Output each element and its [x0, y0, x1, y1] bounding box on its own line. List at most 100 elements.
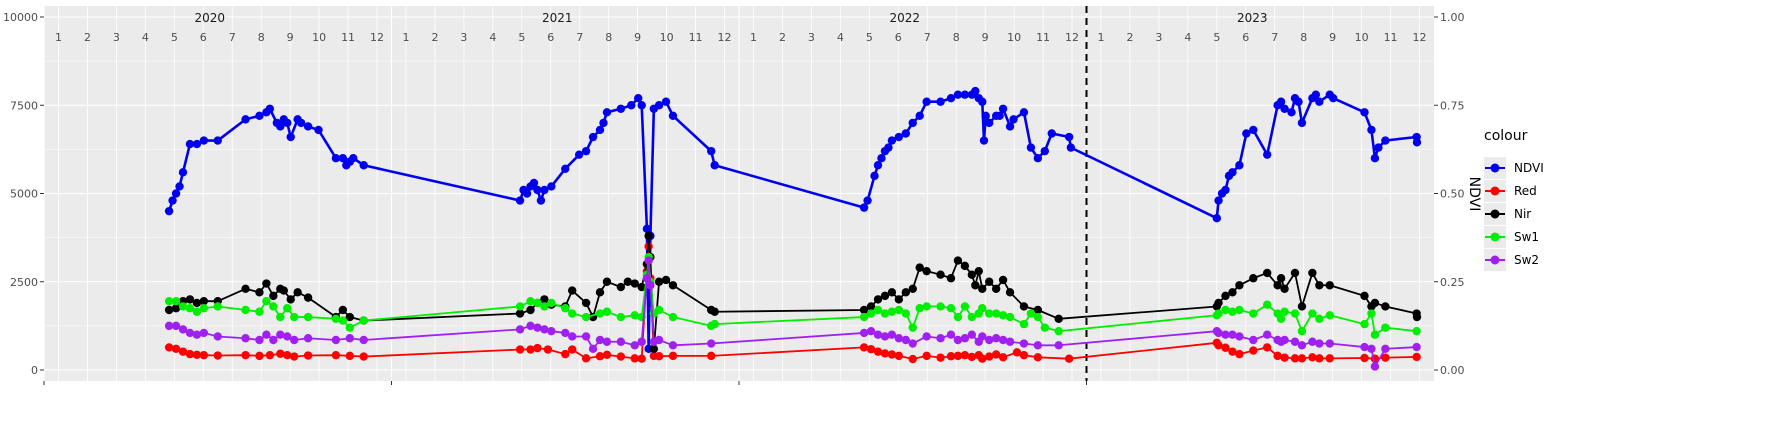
data-point-sw2 — [178, 325, 188, 334]
data-point-ndvi — [884, 143, 893, 152]
data-point-ndvi — [877, 154, 886, 163]
data-point-nir — [192, 298, 202, 308]
data-point-red — [255, 351, 264, 361]
data-series — [164, 86, 1422, 371]
data-point-sw1 — [1263, 300, 1272, 309]
legend-label-sw2: Sw2 — [1514, 253, 1539, 267]
data-point-red — [654, 352, 664, 361]
data-point-red — [991, 350, 1001, 359]
data-point-nir — [922, 266, 931, 276]
month-tick-label: 3 — [1155, 31, 1162, 44]
data-point-ndvi — [331, 154, 341, 163]
data-point-sw1 — [1228, 307, 1237, 316]
data-point-sw2 — [283, 332, 292, 341]
data-point-ndvi — [581, 146, 591, 156]
data-point-nir — [644, 231, 653, 241]
data-point-ndvi — [185, 139, 195, 149]
month-tick-label: 12 — [1413, 31, 1427, 44]
data-point-red — [1012, 348, 1022, 357]
data-point-red — [568, 345, 577, 354]
data-point-nir — [568, 286, 577, 295]
month-tick-label: 7 — [229, 31, 236, 44]
data-point-sw2 — [707, 339, 716, 348]
data-point-ndvi — [915, 111, 924, 121]
data-point-sw2 — [303, 334, 313, 343]
data-point-ndvi — [536, 196, 546, 205]
data-point-sw1 — [526, 296, 535, 306]
data-point-red — [303, 351, 313, 360]
data-point-sw2 — [331, 335, 341, 345]
data-point-red — [276, 349, 285, 358]
data-point-ndvi — [265, 104, 275, 113]
month-tick-label: 8 — [605, 31, 612, 44]
month-tick-label: 10 — [312, 31, 326, 44]
data-point-nir — [602, 277, 612, 286]
data-point-red — [533, 343, 542, 353]
data-point-sw1 — [915, 304, 924, 313]
data-point-ndvi — [1019, 108, 1029, 117]
data-point-sw2 — [533, 323, 542, 332]
month-tick-label: 7 — [576, 31, 583, 44]
data-point-sw2 — [1054, 341, 1063, 350]
data-point-red — [526, 345, 535, 354]
data-point-ndvi — [936, 97, 945, 106]
data-point-sw1 — [1214, 309, 1223, 318]
data-point-sw2 — [241, 334, 250, 343]
data-point-ndvi — [627, 101, 636, 110]
data-point-nir — [1308, 268, 1317, 278]
data-point-ndvi — [1005, 122, 1015, 131]
y-right-tick-label: 0.00 — [1440, 364, 1465, 377]
data-point-sw2 — [185, 328, 195, 338]
data-point-sw1 — [533, 298, 542, 308]
data-point-ndvi — [873, 161, 883, 170]
legend-label-sw1: Sw1 — [1514, 230, 1539, 244]
data-point-red — [199, 350, 209, 360]
data-point-sw2 — [936, 334, 945, 343]
data-point-nir — [985, 277, 994, 286]
month-tick-label: 2 — [431, 31, 438, 44]
data-point-sw1 — [1308, 309, 1317, 318]
data-point-nir — [279, 286, 288, 295]
data-point-red — [1280, 353, 1289, 362]
data-point-sw2 — [561, 328, 570, 338]
data-point-nir — [1360, 291, 1369, 301]
data-point-nir — [1263, 268, 1272, 278]
data-point-sw1 — [213, 302, 222, 311]
data-point-sw1 — [967, 312, 977, 322]
data-point-nir — [171, 304, 181, 313]
data-point-sw1 — [1019, 319, 1029, 329]
data-point-sw1 — [873, 305, 883, 315]
data-point-sw1 — [1276, 314, 1286, 324]
data-point-ndvi — [241, 115, 250, 124]
data-point-sw2 — [1381, 344, 1390, 354]
data-point-ndvi — [1064, 132, 1074, 142]
data-point-sw2 — [602, 337, 612, 346]
data-point-sw1 — [908, 323, 917, 332]
legend-key-point — [1490, 186, 1500, 196]
data-point-red — [998, 353, 1008, 362]
data-point-ndvi — [595, 125, 605, 135]
legend-key-point — [1490, 209, 1500, 219]
data-point-sw1 — [991, 309, 1001, 318]
month-tick-label: 10 — [660, 31, 674, 44]
month-tick-label: 8 — [1300, 31, 1307, 44]
data-point-sw2 — [866, 326, 876, 336]
data-point-sw2 — [642, 274, 652, 283]
data-point-nir — [1381, 302, 1390, 311]
data-point-nir — [998, 275, 1008, 285]
month-tick-label: 12 — [1065, 31, 1079, 44]
data-point-red — [345, 351, 354, 361]
data-point-sw1 — [1249, 309, 1258, 318]
data-point-nir — [1273, 281, 1282, 290]
data-point-ndvi — [637, 101, 646, 110]
year-label: 2020 — [194, 11, 225, 25]
data-point-sw1 — [171, 296, 181, 306]
data-point-sw1 — [331, 314, 341, 324]
data-point-ndvi — [668, 111, 678, 121]
data-point-sw2 — [1367, 344, 1376, 354]
data-point-ndvi — [946, 93, 956, 103]
data-point-nir — [894, 295, 904, 304]
month-tick-label: 8 — [953, 31, 960, 44]
data-point-nir — [967, 270, 977, 279]
data-point-red — [515, 345, 525, 354]
